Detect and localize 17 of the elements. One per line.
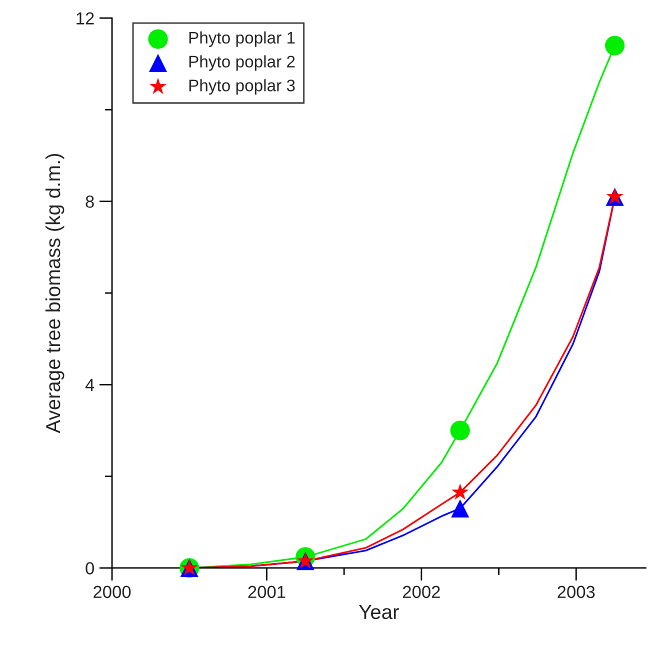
x-tick-label: 2000	[94, 586, 131, 598]
legend-label: Phyto poplar 2	[189, 55, 295, 71]
x-axis-title: Year	[358, 605, 399, 620]
y-tick-label: 4	[85, 379, 94, 391]
y-tick-label: 8	[86, 196, 94, 208]
y-tick-label: 0	[86, 562, 94, 574]
y-tick-label: 12	[76, 12, 94, 24]
x-tick-label: 2001	[248, 586, 286, 598]
x-tick-label: 2003	[558, 586, 595, 598]
point	[604, 36, 625, 56]
x-tick-label: 2002	[402, 586, 440, 598]
legend-label: Phyto poplar 3	[189, 79, 295, 95]
point	[450, 420, 470, 440]
legend-label: Phyto poplar 1	[189, 31, 295, 47]
point	[451, 483, 469, 500]
point	[451, 499, 470, 518]
y-axis-title: Average tree biomass (kg d.m.)	[45, 154, 64, 434]
